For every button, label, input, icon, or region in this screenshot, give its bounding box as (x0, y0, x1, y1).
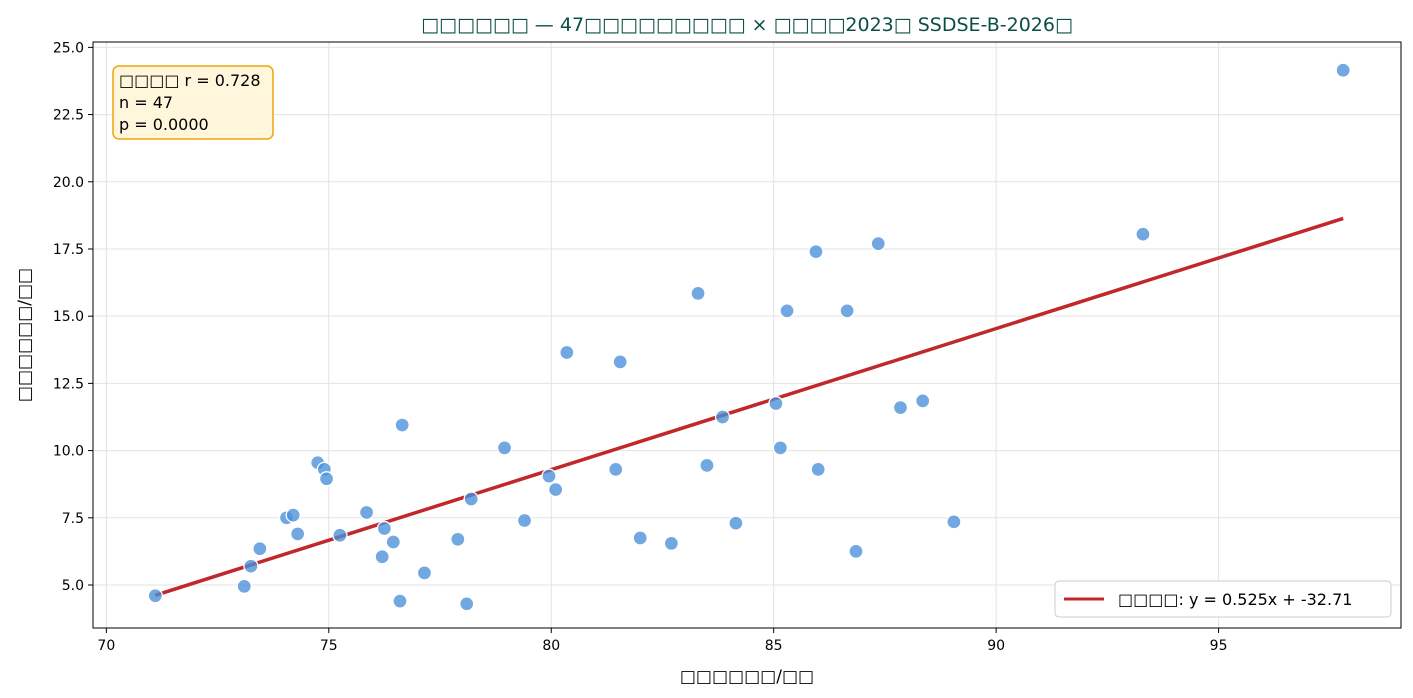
data-point (699, 457, 715, 474)
data-point (612, 354, 628, 370)
fit-line-layer (154, 216, 1344, 597)
y-tick-label: 12.5 (53, 376, 84, 392)
data-point (779, 303, 795, 319)
y-tick-label: 5.0 (62, 578, 84, 594)
data-point (376, 520, 393, 537)
data-point (772, 440, 789, 456)
data-point (236, 578, 252, 594)
data-point (147, 588, 163, 604)
points-layer (147, 62, 1351, 612)
data-point (1135, 226, 1151, 242)
data-point (1335, 62, 1351, 78)
data-point (243, 558, 259, 574)
y-axis-ticks: 5.0 7.5 10.0 12.5 15.0 17.5 20.0 22.5 25.0 (53, 40, 93, 594)
data-point (318, 471, 335, 487)
y-tick-label: 10.0 (53, 444, 84, 460)
x-axis-ticks: 70 75 80 85 90 95 (97, 628, 1228, 654)
y-tick-label: 7.5 (62, 511, 84, 527)
stats-p-text: p = 0.0000 (119, 115, 209, 134)
data-point (541, 468, 557, 484)
legend: □□□□: y = 0.525x + -32.71 (1054, 580, 1392, 618)
data-point (385, 534, 401, 550)
data-point (548, 481, 564, 498)
x-axis-label: □□□□□□/□□ (680, 667, 814, 687)
data-point (374, 549, 390, 565)
data-point (285, 507, 301, 523)
data-point (252, 541, 268, 557)
y-axis-label: □□□□□□/□□ (15, 268, 35, 402)
data-point (808, 244, 824, 260)
data-point (870, 235, 886, 252)
y-tick-label: 20.0 (53, 175, 84, 191)
y-tick-label: 15.0 (53, 309, 84, 325)
data-point (768, 395, 784, 412)
stats-r-text: □□□□ r = 0.728 (119, 71, 261, 90)
fit-line (154, 216, 1344, 597)
data-point (690, 285, 706, 301)
x-tick-label: 95 (1210, 638, 1228, 654)
y-tick-label: 22.5 (53, 108, 84, 124)
x-tick-label: 80 (542, 638, 560, 654)
data-point (632, 530, 648, 546)
data-point (450, 531, 466, 547)
data-point (915, 393, 931, 409)
plot-frame (92, 41, 1402, 629)
data-point (663, 535, 680, 551)
data-point (946, 514, 962, 530)
data-point (714, 409, 731, 425)
data-point (394, 417, 410, 433)
stats-annotation: □□□□ r = 0.728 n = 47 p = 0.0000 (112, 65, 274, 140)
data-point (392, 593, 408, 609)
x-tick-label: 75 (320, 638, 338, 654)
data-point (332, 527, 348, 543)
data-point (728, 515, 744, 531)
chart-title: □□□□□□ — 47□□□□□□□□□ × □□□□2023□ SSDSE-B… (421, 14, 1073, 36)
stats-annotation-box (112, 65, 274, 140)
y-tick-label: 25.0 (53, 40, 84, 56)
data-point (810, 461, 826, 478)
stats-n-text: n = 47 (119, 93, 173, 112)
y-tick-label: 17.5 (53, 242, 84, 258)
data-point (358, 504, 375, 521)
legend-label-fit: □□□□: y = 0.525x + -32.71 (1118, 590, 1352, 609)
data-point (839, 303, 855, 319)
data-point (892, 399, 909, 416)
x-tick-label: 85 (765, 638, 783, 654)
data-point (290, 526, 306, 542)
data-point (463, 491, 479, 507)
data-point (516, 512, 533, 529)
x-tick-label: 90 (987, 638, 1005, 654)
grid-lines (93, 42, 1401, 628)
data-point (416, 565, 433, 581)
data-point (496, 440, 513, 456)
data-point (848, 543, 864, 560)
legend-box (1054, 580, 1392, 618)
data-point (608, 461, 624, 478)
data-point (559, 344, 575, 361)
x-tick-label: 70 (97, 638, 115, 654)
data-point (459, 596, 475, 612)
